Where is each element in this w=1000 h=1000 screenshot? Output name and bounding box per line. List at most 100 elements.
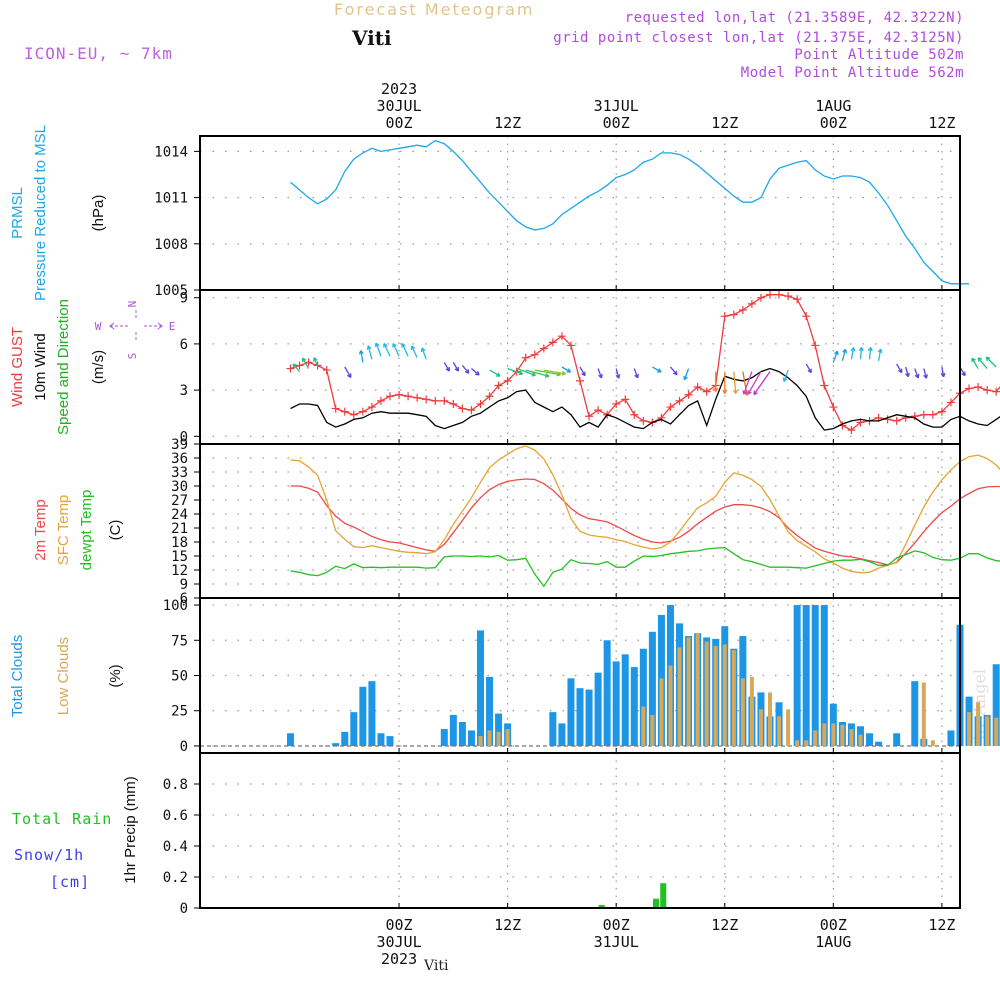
low-clouds-bar (478, 736, 483, 746)
compass-north: N (126, 301, 139, 308)
total-clouds-bar (350, 712, 358, 746)
wind-direction-arrow (401, 343, 409, 357)
wind-gust-marker (928, 410, 937, 419)
panel-frame (199, 752, 961, 909)
wind-gust-marker (901, 413, 910, 422)
rain-bar (660, 883, 667, 908)
total-clouds-bar (802, 605, 810, 746)
low-clouds-bar (921, 682, 926, 746)
wind-gust-marker (548, 338, 557, 347)
wind-gust-marker (358, 407, 367, 416)
top-time-label: 31JUL (594, 97, 639, 115)
model-point-altitude: Model Point Altitude 562m (740, 65, 964, 81)
low-clouds-bar (740, 678, 745, 746)
wind-gust-marker (376, 396, 385, 405)
wind-direction-arrowhead (657, 368, 662, 373)
wind-direction-arrow (977, 357, 988, 369)
total-clouds-bar (286, 733, 294, 746)
wind-gust-marker (684, 390, 693, 399)
wind-gust-marker (594, 406, 603, 415)
y-tick-label: 0.6 (163, 808, 188, 824)
top-time-label: 00Z (603, 114, 630, 132)
total-clouds-bar (648, 631, 656, 746)
wind-gust-marker (539, 344, 548, 353)
wind-direction-arrowhead (905, 372, 910, 378)
wind-direction-arrow (579, 366, 586, 376)
snow-unit-label: [cm] (50, 873, 90, 891)
wind-direction-arrow (747, 371, 762, 395)
wind-gust-marker (675, 396, 684, 405)
wind-gust-marker (530, 350, 539, 359)
wind-direction-arrowhead (713, 387, 719, 392)
compass-rose (110, 310, 162, 342)
total-clouds-axis-title: Total Clouds (9, 635, 26, 718)
wind-gust-axis-title: Wind GUST (9, 327, 26, 407)
low-clouds-bar (668, 665, 673, 746)
wind-direction-arrow (753, 371, 771, 395)
rain-bar (598, 904, 605, 908)
wind-gust-marker (566, 341, 575, 350)
wind-direction-arrow (375, 342, 382, 357)
wind-direction-arrow (859, 347, 863, 360)
y-tick-label: 25 (171, 704, 188, 720)
temp-2m-axis-title: 2m Temp (32, 499, 49, 560)
low-clouds-bar (722, 644, 727, 746)
compass-east: E (169, 320, 176, 333)
wind-direction-arrow (392, 343, 400, 357)
wind-gust-marker (666, 403, 675, 412)
wind-gust-marker (965, 384, 974, 393)
wind-gust-marker (919, 410, 928, 419)
compass-south: S (126, 353, 139, 360)
total-clouds-bar (495, 713, 503, 746)
low-clouds-bar (840, 724, 845, 746)
wind-direction-arrowhead (850, 347, 856, 352)
wind-direction-axis-title: Speed and Direction (55, 299, 72, 435)
y-tick-label: 50 (171, 669, 188, 685)
wind-direction-arrow (905, 366, 909, 377)
bottom-time-label: 31JUL (594, 933, 639, 951)
wind-gust-marker (440, 396, 449, 405)
total-clouds-bar (368, 681, 376, 746)
wind-direction-arrowhead (914, 373, 920, 379)
wind-gust-marker (802, 312, 811, 321)
low-clouds-bar (795, 740, 800, 746)
low-clouds-bar (930, 740, 935, 746)
top-time-label: 00Z (820, 114, 847, 132)
wind-direction-arrowhead (464, 369, 470, 374)
y-tick-label: 27 (171, 493, 188, 509)
wind-gust-marker (756, 293, 765, 302)
wind-direction-arrow (443, 362, 450, 372)
wind-direction-arrowhead (977, 357, 983, 362)
wind-direction-arrow (733, 371, 737, 394)
low-clouds-bar (831, 723, 836, 746)
panel-frame (199, 135, 961, 291)
low-clouds-bar (731, 650, 736, 746)
wind-gust-marker (467, 406, 476, 415)
wind-direction-arrowhead (347, 373, 352, 378)
wind-direction-arrowhead (732, 389, 738, 394)
wind-direction-arrow (783, 369, 789, 382)
low-clouds-bar (686, 637, 691, 746)
total-clouds-bar (486, 676, 494, 746)
wind-direction-arrowhead (807, 368, 812, 374)
wind-direction-arrow (985, 356, 997, 368)
wind-gust-marker (910, 412, 919, 421)
wind-direction-arrowhead (475, 371, 480, 376)
pressure-unit: (hPa) (90, 195, 107, 232)
y-tick-label: 0 (180, 739, 188, 755)
wind-direction-arrowhead (867, 346, 873, 352)
wind-direction-arrowhead (581, 371, 586, 377)
bottom-time-label: 12Z (928, 916, 955, 934)
wind-gust-marker (286, 364, 295, 373)
low-clouds-bar (822, 723, 827, 746)
wind-direction-arrow (615, 368, 620, 379)
wind-gust-marker (386, 392, 394, 401)
low-clouds-bar (677, 647, 682, 746)
wind-direction-arrowhead (518, 370, 524, 376)
sfc-temp-axis-title: SFC Temp (55, 495, 72, 566)
wind-direction-arrowhead (877, 348, 883, 354)
wind-gust-marker (738, 306, 747, 315)
compass-west: W (95, 320, 102, 333)
total-clouds-bar (567, 678, 575, 746)
